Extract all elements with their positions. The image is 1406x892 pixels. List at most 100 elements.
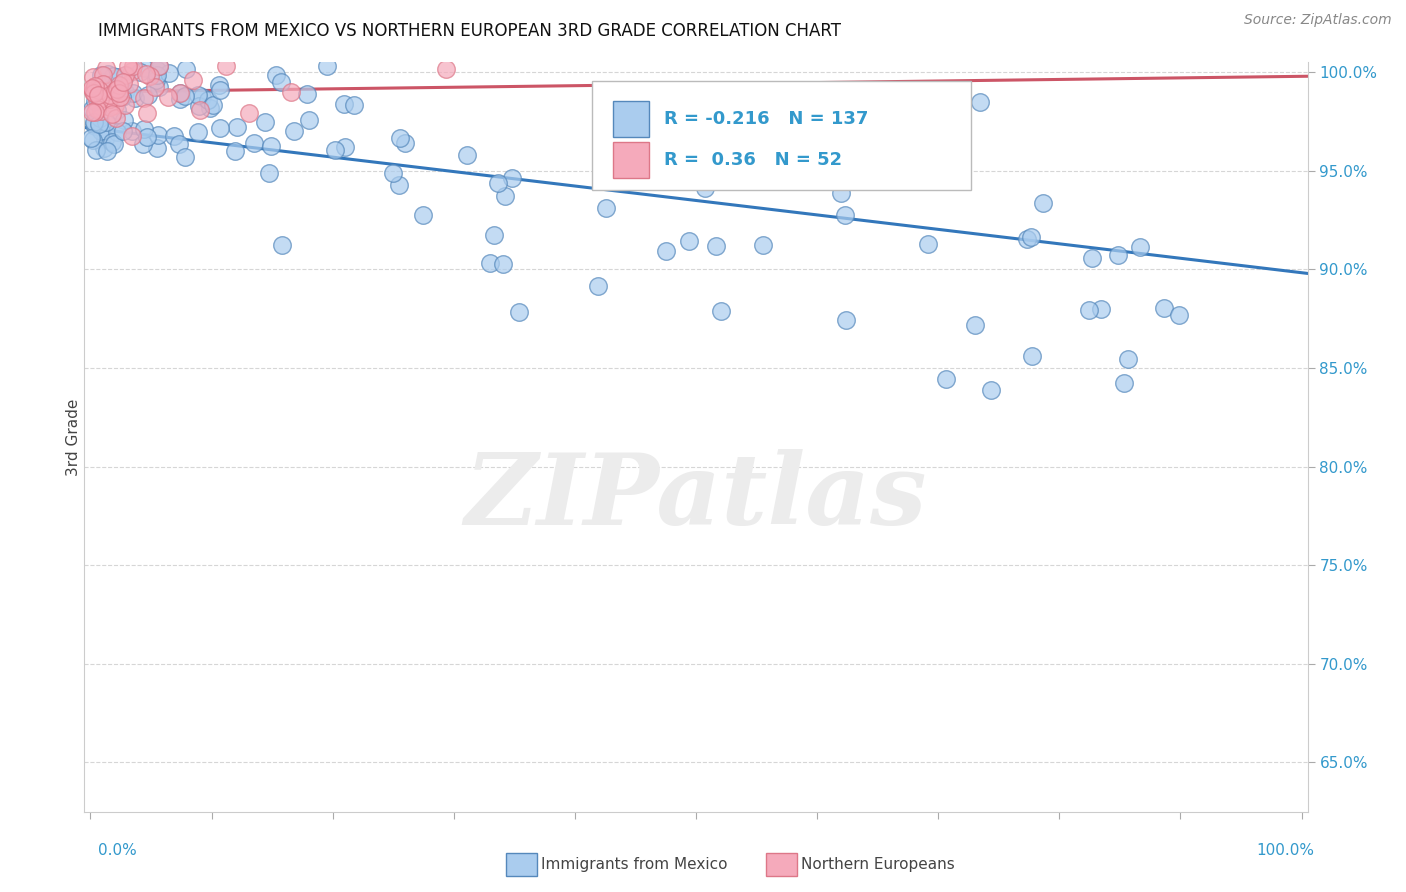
Point xyxy=(96,115,118,129)
Point xyxy=(145,62,167,77)
Point xyxy=(104,84,127,98)
Point xyxy=(80,81,103,95)
Point xyxy=(82,105,104,120)
Point xyxy=(118,77,141,91)
Point xyxy=(169,86,191,100)
Point xyxy=(980,383,1002,397)
Point xyxy=(1080,251,1102,265)
Point xyxy=(1021,349,1043,363)
Point xyxy=(295,87,318,101)
Point xyxy=(132,91,155,105)
Text: 0.0%: 0.0% xyxy=(98,843,138,858)
Point xyxy=(224,144,246,158)
Point xyxy=(103,69,125,83)
Point xyxy=(188,103,211,118)
Point xyxy=(209,83,232,97)
Point xyxy=(83,119,105,133)
Point xyxy=(84,144,107,158)
Point xyxy=(169,86,191,100)
Point xyxy=(456,148,478,162)
Point xyxy=(270,75,292,89)
Point xyxy=(595,201,617,215)
Point xyxy=(605,159,627,173)
Point xyxy=(486,177,509,191)
Point xyxy=(187,87,209,102)
Point xyxy=(225,120,247,134)
Point xyxy=(1015,232,1038,246)
Point xyxy=(134,61,156,75)
Point xyxy=(163,129,186,144)
Text: Immigrants from Mexico: Immigrants from Mexico xyxy=(541,857,728,871)
Point xyxy=(174,89,197,103)
Point xyxy=(82,70,104,84)
Point xyxy=(107,70,129,84)
Point xyxy=(84,84,107,98)
Point xyxy=(200,101,222,115)
Point xyxy=(145,73,167,87)
Point xyxy=(83,117,105,131)
Point xyxy=(333,140,356,154)
Point xyxy=(654,244,676,258)
Point xyxy=(208,78,231,92)
Point xyxy=(101,106,124,120)
Point xyxy=(696,167,718,181)
Point xyxy=(87,87,110,102)
Point xyxy=(695,181,717,195)
Point xyxy=(83,114,105,128)
Point xyxy=(104,111,127,125)
Point xyxy=(174,150,197,164)
Point xyxy=(80,130,103,145)
Point xyxy=(83,86,105,100)
Point xyxy=(343,98,366,112)
Point xyxy=(752,238,775,252)
Point xyxy=(97,92,120,106)
Point xyxy=(87,83,110,97)
Point xyxy=(482,227,505,242)
Text: Source: ZipAtlas.com: Source: ZipAtlas.com xyxy=(1244,13,1392,28)
Text: 100.0%: 100.0% xyxy=(1257,843,1315,858)
Point xyxy=(706,239,728,253)
Point xyxy=(1116,351,1139,366)
Text: IMMIGRANTS FROM MEXICO VS NORTHERN EUROPEAN 3RD GRADE CORRELATION CHART: IMMIGRANTS FROM MEXICO VS NORTHERN EUROP… xyxy=(98,22,841,40)
Text: ZIPatlas: ZIPatlas xyxy=(465,449,927,545)
Point xyxy=(114,85,136,99)
Point xyxy=(710,303,733,318)
Point xyxy=(1078,302,1101,317)
Text: Northern Europeans: Northern Europeans xyxy=(801,857,955,871)
Point xyxy=(82,132,104,146)
Point xyxy=(132,122,155,136)
Point xyxy=(135,106,157,120)
Point xyxy=(114,98,136,112)
Point xyxy=(1019,230,1042,244)
Point xyxy=(157,66,180,80)
Point xyxy=(270,238,292,252)
Point xyxy=(105,82,128,96)
Point xyxy=(96,144,118,158)
Point xyxy=(389,131,412,145)
Point xyxy=(202,97,225,112)
Point xyxy=(588,279,610,293)
Text: R =  0.36   N = 52: R = 0.36 N = 52 xyxy=(664,151,842,169)
Y-axis label: 3rd Grade: 3rd Grade xyxy=(66,399,80,475)
Point xyxy=(105,125,128,139)
Text: R = -0.216   N = 137: R = -0.216 N = 137 xyxy=(664,110,869,128)
Point xyxy=(87,89,110,103)
Point xyxy=(1112,376,1135,390)
Point xyxy=(121,86,143,100)
Point xyxy=(83,105,105,120)
Point xyxy=(94,75,117,89)
Point xyxy=(121,123,143,137)
Point xyxy=(108,86,131,100)
Point xyxy=(115,68,138,82)
Point xyxy=(146,141,169,155)
Point xyxy=(108,82,131,96)
Point xyxy=(82,83,104,97)
Point xyxy=(136,130,159,145)
Point xyxy=(111,89,134,103)
Point xyxy=(94,124,117,138)
Point xyxy=(187,125,209,139)
Point xyxy=(80,102,103,116)
Point xyxy=(820,169,842,184)
Point xyxy=(1032,195,1054,210)
Point xyxy=(382,167,405,181)
